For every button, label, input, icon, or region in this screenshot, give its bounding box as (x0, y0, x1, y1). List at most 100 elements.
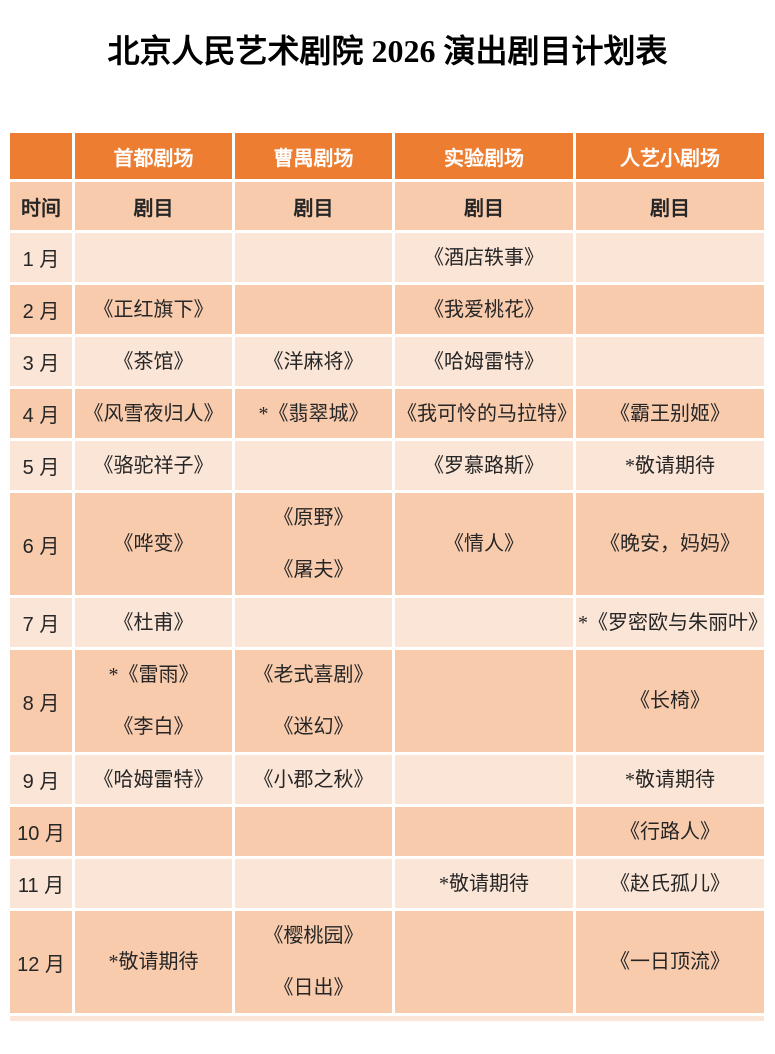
month-cell: 8 月 (10, 650, 72, 752)
table-bottom-strip (10, 1016, 764, 1021)
play-entry: 《长椅》 (630, 690, 710, 712)
month-cell: 2 月 (10, 285, 72, 334)
schedule-cell: 《洋麻将》 (235, 337, 392, 386)
schedule-cell (235, 598, 392, 647)
schedule-cell: 《茶馆》 (75, 337, 232, 386)
schedule-cell (395, 911, 573, 1013)
schedule-cell: 《正红旗下》 (75, 285, 232, 334)
schedule-cell: *敬请期待 (576, 441, 764, 490)
schedule-cell: 《小郡之秋》 (235, 755, 392, 804)
schedule-cell: 《风雪夜归人》 (75, 389, 232, 438)
month-cell: 7 月 (10, 598, 72, 647)
play-entry: *敬请期待 (625, 768, 715, 791)
play-entry: 《哈姆雷特》 (93, 768, 214, 791)
play-entry: 《晚安，妈妈》 (600, 533, 740, 555)
schedule-cell (235, 441, 392, 490)
table-row: 3 月 《茶馆》 《洋麻将》 《哈姆雷特》 (10, 337, 764, 386)
schedule-cell (576, 233, 764, 282)
table-row: 4 月《风雪夜归人》 *《翡翠城》 《我可怜的马拉特》 《霸王别姬》 (10, 389, 764, 438)
play-entry: *《翡翠城》 (258, 402, 369, 425)
month-cell: 3 月 (10, 337, 72, 386)
table-row: 1 月 《酒店轶事》 (10, 233, 764, 282)
month-cell: 5 月 (10, 441, 72, 490)
play-entry: 《洋麻将》 (263, 350, 364, 373)
schedule-cell: *《雷雨》《李白》 (75, 650, 232, 752)
play-entry: 《樱桃园》 (263, 925, 364, 947)
month-cell: 4 月 (10, 389, 72, 438)
schedule-cell (75, 807, 232, 856)
schedule-cell (235, 859, 392, 908)
schedule-cell: 《罗慕路斯》 (395, 441, 573, 490)
month-cell: 10 月 (10, 807, 72, 856)
schedule-cell: 《行路人》 (576, 807, 764, 856)
schedule-cell: 《情人》 (395, 493, 573, 595)
play-entry: 《老式喜剧》 (253, 664, 374, 686)
play-entry: 《霸王别姬》 (610, 402, 730, 425)
corner-cell (10, 133, 72, 179)
schedule-cell (395, 755, 573, 804)
table-row: 6 月 《哗变》 《原野》 《屠夫》 《情人》 《晚安，妈妈》 (10, 493, 764, 595)
table-body: 1 月《酒店轶事》 2 月《正红旗下》 《我爱桃花》 3 月《茶馆》 《洋麻将》 《哈姆雷… (10, 233, 764, 1013)
schedule-cell (235, 233, 392, 282)
play-entry: *敬请期待 (108, 951, 199, 973)
schedule-cell: *《罗密欧与朱丽叶》 (576, 598, 764, 647)
schedule-cell (235, 807, 392, 856)
schedule-cell: *《翡翠城》 (235, 389, 392, 438)
play-entry: *《雷雨》 (108, 664, 199, 686)
schedule-cell: 《原野》 《屠夫》 (235, 493, 392, 595)
table-row: 11 月 *敬请期待 《赵氏孤儿》 (10, 859, 764, 908)
schedule-cell: 《樱桃园》 《日出》 (235, 911, 392, 1013)
month-cell: 12 月 (10, 911, 72, 1013)
play-entry: 《小郡之秋》 (253, 768, 374, 791)
repertoire-header: 剧目 (75, 182, 232, 230)
schedule-cell: *敬请期待 (576, 755, 764, 804)
schedule-cell: 《哈姆雷特》 (395, 337, 573, 386)
venue-header: 曹禺剧场 (235, 133, 392, 179)
page: 北京人民艺术剧院 2026 演出剧目计划表 首都剧场 曹禺剧场 实验剧场 人艺小剧场 … (0, 30, 775, 1021)
schedule-cell: 《我爱桃花》 (395, 285, 573, 334)
venues-header-row: 首都剧场 曹禺剧场 实验剧场 人艺小剧场 (10, 133, 764, 179)
play-entry: 《李白》 (113, 716, 194, 738)
table-row: 12 月 *敬请期待 《樱桃园》 《日出》 《一日顶流》 (10, 911, 764, 1013)
play-entry: 《罗慕路斯》 (424, 454, 544, 477)
schedule-cell: 《晚安，妈妈》 (576, 493, 764, 595)
play-entry: 《日出》 (273, 977, 354, 999)
table-row: 8 月 *《雷雨》 《李白》 《老式喜剧》 《迷幻》 《长椅》 (10, 650, 764, 752)
page-title: 北京人民艺术剧院 2026 演出剧目计划表 (107, 33, 668, 69)
schedule-cell: *敬请期待 (75, 911, 232, 1013)
schedule-cell: *敬请期待 (395, 859, 573, 908)
schedule-cell (235, 285, 392, 334)
table-row: 5 月《骆驼祥子》 《罗慕路斯》 *敬请期待 (10, 441, 764, 490)
play-entry: 《行路人》 (620, 820, 720, 843)
play-entry: 《哗变》 (113, 533, 194, 555)
venue-header: 实验剧场 (395, 133, 573, 179)
play-entry: 《茶馆》 (113, 350, 194, 373)
schedule-cell (395, 807, 573, 856)
play-entry: 《赵氏孤儿》 (610, 872, 730, 895)
schedule-table: 首都剧场 曹禺剧场 实验剧场 人艺小剧场 时间 剧目 剧目 剧目 剧目 1 月 《酒店轶事》 2 … (7, 130, 767, 1016)
play-entry: *敬请期待 (439, 872, 529, 895)
schedule-cell: 《我可怜的马拉特》 (395, 389, 573, 438)
month-cell: 1 月 (10, 233, 72, 282)
table-header: 首都剧场 曹禺剧场 实验剧场 人艺小剧场 时间 剧目 剧目 剧目 剧目 (10, 133, 764, 230)
table-row: 7 月 《杜甫》 *《罗密欧与朱丽叶》 (10, 598, 764, 647)
sub-header-row: 时间 剧目 剧目 剧目 剧目 (10, 182, 764, 230)
schedule-cell: 《霸王别姬》 (576, 389, 764, 438)
month-cell: 11 月 (10, 859, 72, 908)
schedule-cell (75, 859, 232, 908)
play-entry: 《杜甫》 (113, 611, 194, 634)
month-cell: 6 月 (10, 493, 72, 595)
time-header: 时间 (10, 182, 72, 230)
play-entry: 《情人》 (444, 533, 524, 555)
play-entry: 《哈姆雷特》 (424, 350, 544, 373)
schedule-cell (576, 285, 764, 334)
schedule-cell: 《长椅》 (576, 650, 764, 752)
table-row: 10 月 《行路人》 (10, 807, 764, 856)
play-entry: 《酒店轶事》 (424, 246, 544, 269)
play-entry: 《屠夫》 (273, 559, 354, 581)
schedule-cell: 《哈姆雷特》 (75, 755, 232, 804)
schedule-cell: 《老式喜剧》 《迷幻》 (235, 650, 392, 752)
schedule-cell: 《杜甫》 (75, 598, 232, 647)
schedule-cell: 《赵氏孤儿》 (576, 859, 764, 908)
play-entry: 《正红旗下》 (93, 298, 214, 321)
